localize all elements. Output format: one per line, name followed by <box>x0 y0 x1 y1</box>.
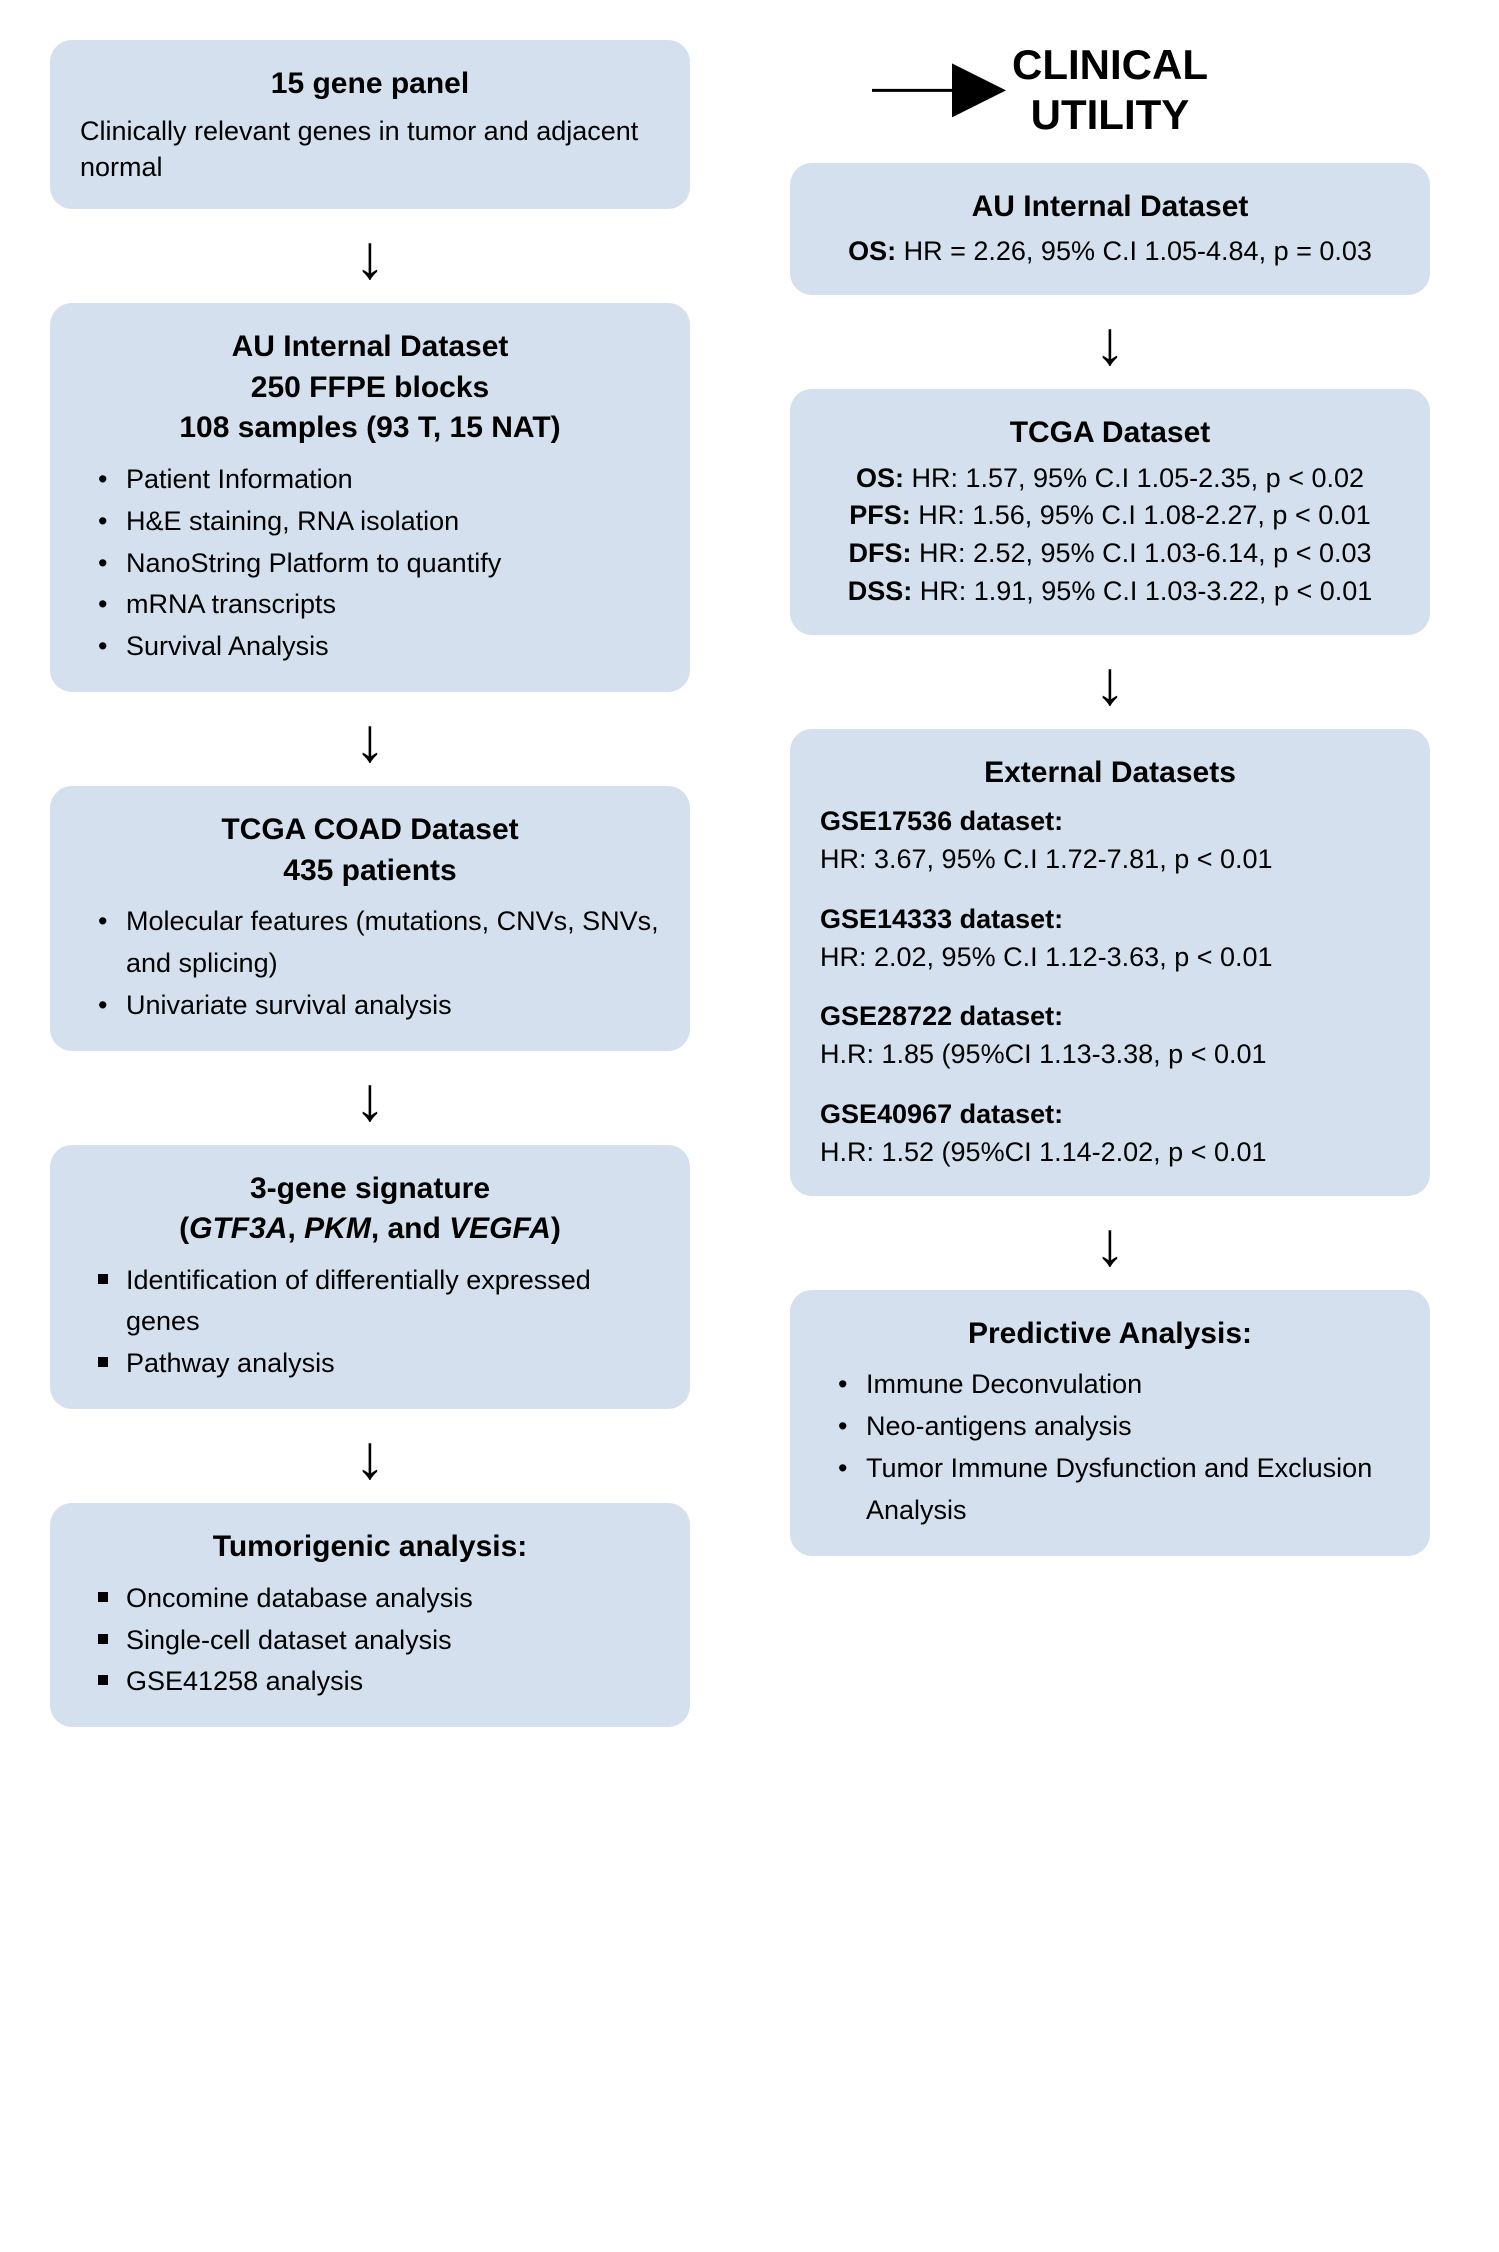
right-column: CLINICAL UTILITY AU Internal Dataset OS:… <box>790 40 1430 1727</box>
tcga-results-stats: OS: HR: 1.57, 95% C.I 1.05-2.35, p < 0.0… <box>820 460 1400 611</box>
flowchart-container: 15 gene panel Clinically relevant genes … <box>50 40 1449 1727</box>
tcga-coad-bullets: Molecular features (mutations, CNVs, SNV… <box>80 901 660 1027</box>
stat-label: DFS: <box>848 538 911 568</box>
header-l2: UTILITY <box>1031 91 1190 138</box>
box-au-internal-results: AU Internal Dataset OS: HR = 2.26, 95% C… <box>790 163 1430 295</box>
sig-gene1: GTF3A <box>189 1212 287 1245</box>
list-item: Molecular features (mutations, CNVs, SNV… <box>98 901 660 985</box>
external-item-stat: H.R: 1.52 (95%CI 1.14-2.02, p < 0.01 <box>820 1134 1400 1172</box>
stat-line: OS: HR: 1.57, 95% C.I 1.05-2.35, p < 0.0… <box>820 460 1400 498</box>
stat-line: DFS: HR: 2.52, 95% C.I 1.03-6.14, p < 0.… <box>820 535 1400 573</box>
external-item: GSE14333 dataset: HR: 2.02, 95% C.I 1.12… <box>820 901 1400 977</box>
sig-title: 3-gene signature (GTF3A, PKM, and VEGFA) <box>80 1169 660 1250</box>
stat-text: HR: 1.91, 95% C.I 1.03-3.22, p < 0.01 <box>912 576 1372 606</box>
stat-text: HR: 1.56, 95% C.I 1.08-2.27, p < 0.01 <box>911 500 1371 530</box>
sig-sep1: , <box>287 1212 304 1245</box>
external-item-stat: HR: 2.02, 95% C.I 1.12-3.63, p < 0.01 <box>820 939 1400 977</box>
external-item-name: GSE17536 dataset: <box>820 803 1400 841</box>
stat-label: DSS: <box>848 576 913 606</box>
sig-paren-close: ) <box>551 1212 561 1245</box>
list-item: mRNA transcripts <box>98 584 660 626</box>
external-item-name: GSE40967 dataset: <box>820 1096 1400 1134</box>
list-item: GSE41258 analysis <box>98 1661 660 1703</box>
box-predictive: Predictive Analysis: Immune Deconvulatio… <box>790 1290 1430 1556</box>
header-l1: CLINICAL <box>1012 41 1208 88</box>
stat-line: DSS: HR: 1.91, 95% C.I 1.03-3.22, p < 0.… <box>820 573 1400 611</box>
sig-sep2: , and <box>371 1212 449 1245</box>
sig-gene3: VEGFA <box>449 1212 551 1245</box>
box-tumorigenic: Tumorigenic analysis: Oncomine database … <box>50 1503 690 1727</box>
external-item: GSE28722 dataset: H.R: 1.85 (95%CI 1.13-… <box>820 998 1400 1074</box>
list-item: Patient Information <box>98 459 660 501</box>
stat-label: PFS: <box>849 500 911 530</box>
box-gene-panel-subtitle: Clinically relevant genes in tumor and a… <box>80 113 660 186</box>
external-title: External Datasets <box>820 753 1400 794</box>
stat-label: OS: <box>856 463 904 493</box>
external-list: GSE17536 dataset: HR: 3.67, 95% C.I 1.72… <box>820 803 1400 1171</box>
external-item-name: GSE28722 dataset: <box>820 998 1400 1036</box>
box-gene-panel: 15 gene panel Clinically relevant genes … <box>50 40 690 209</box>
arrow-down-icon: ↓ <box>355 1427 386 1489</box>
list-item: Single-cell dataset analysis <box>98 1620 660 1662</box>
tcga-results-title: TCGA Dataset <box>820 413 1400 454</box>
box-3gene-signature: 3-gene signature (GTF3A, PKM, and VEGFA)… <box>50 1145 690 1410</box>
arrow-down-icon: ↓ <box>1095 1214 1126 1276</box>
sig-title-prefix: 3-gene signature <box>250 1172 490 1205</box>
box-tcga-coad: TCGA COAD Dataset 435 patients Molecular… <box>50 786 690 1051</box>
stat-line: OS: HR = 2.26, 95% C.I 1.05-4.84, p = 0.… <box>820 233 1400 271</box>
box-au-internal-title: AU Internal Dataset 250 FFPE blocks 108 … <box>80 327 660 449</box>
box-au-internal: AU Internal Dataset 250 FFPE blocks 108 … <box>50 303 690 692</box>
box-tcga-results: TCGA Dataset OS: HR: 1.57, 95% C.I 1.05-… <box>790 389 1430 635</box>
sig-paren-open: ( <box>179 1212 189 1245</box>
list-item: Tumor Immune Dysfunction and Exclusion A… <box>838 1448 1400 1532</box>
external-item: GSE17536 dataset: HR: 3.67, 95% C.I 1.72… <box>820 803 1400 879</box>
list-item: Immune Deconvulation <box>838 1364 1400 1406</box>
tumorigenic-bullets: Oncomine database analysis Single-cell d… <box>80 1578 660 1704</box>
stat-label: OS: <box>848 236 896 266</box>
arrow-down-icon: ↓ <box>355 1069 386 1131</box>
arrow-down-icon: ↓ <box>355 710 386 772</box>
external-item-stat: H.R: 1.85 (95%CI 1.13-3.38, p < 0.01 <box>820 1036 1400 1074</box>
box-external-datasets: External Datasets GSE17536 dataset: HR: … <box>790 729 1430 1196</box>
arrow-down-icon: ↓ <box>1095 313 1126 375</box>
au-results-stats: OS: HR = 2.26, 95% C.I 1.05-4.84, p = 0.… <box>820 233 1400 271</box>
tcga-coad-l1: TCGA COAD Dataset <box>221 813 518 846</box>
external-item: GSE40967 dataset: H.R: 1.52 (95%CI 1.14-… <box>820 1096 1400 1172</box>
list-item: Oncomine database analysis <box>98 1578 660 1620</box>
au-results-title: AU Internal Dataset <box>820 187 1400 228</box>
tumorigenic-title: Tumorigenic analysis: <box>80 1527 660 1568</box>
list-item: Univariate survival analysis <box>98 985 660 1027</box>
arrow-down-icon: ↓ <box>1095 653 1126 715</box>
tcga-coad-title: TCGA COAD Dataset 435 patients <box>80 810 660 891</box>
sig-bullets: Identification of differentially express… <box>80 1260 660 1386</box>
list-item: Neo-antigens analysis <box>838 1406 1400 1448</box>
stat-text: HR: 2.52, 95% C.I 1.03-6.14, p < 0.03 <box>911 538 1371 568</box>
list-item: NanoString Platform to quantify <box>98 543 660 585</box>
stat-line: PFS: HR: 1.56, 95% C.I 1.08-2.27, p < 0.… <box>820 497 1400 535</box>
arrow-down-icon: ↓ <box>355 227 386 289</box>
box-gene-panel-title: 15 gene panel <box>80 64 660 105</box>
au-title-l1: AU Internal Dataset <box>232 330 509 363</box>
left-column: 15 gene panel Clinically relevant genes … <box>50 40 690 1727</box>
external-item-stat: HR: 3.67, 95% C.I 1.72-7.81, p < 0.01 <box>820 841 1400 879</box>
list-item: H&E staining, RNA isolation <box>98 501 660 543</box>
list-item: Survival Analysis <box>98 626 660 668</box>
list-item: Identification of differentially express… <box>98 1260 660 1344</box>
au-bullets: Patient Information H&E staining, RNA is… <box>80 459 660 668</box>
list-item: Pathway analysis <box>98 1343 660 1385</box>
sig-gene2: PKM <box>304 1212 371 1245</box>
stat-text: HR = 2.26, 95% C.I 1.05-4.84, p = 0.03 <box>896 236 1372 266</box>
stat-text: HR: 1.57, 95% C.I 1.05-2.35, p < 0.02 <box>904 463 1364 493</box>
tcga-coad-l2: 435 patients <box>283 854 456 887</box>
clinical-utility-header: CLINICAL UTILITY <box>1012 40 1208 141</box>
au-title-l2: 250 FFPE blocks <box>251 371 489 404</box>
predictive-bullets: Immune Deconvulation Neo-antigens analys… <box>820 1364 1400 1531</box>
predictive-title: Predictive Analysis: <box>820 1314 1400 1355</box>
external-item-name: GSE14333 dataset: <box>820 901 1400 939</box>
au-title-l3: 108 samples (93 T, 15 NAT) <box>179 411 560 444</box>
